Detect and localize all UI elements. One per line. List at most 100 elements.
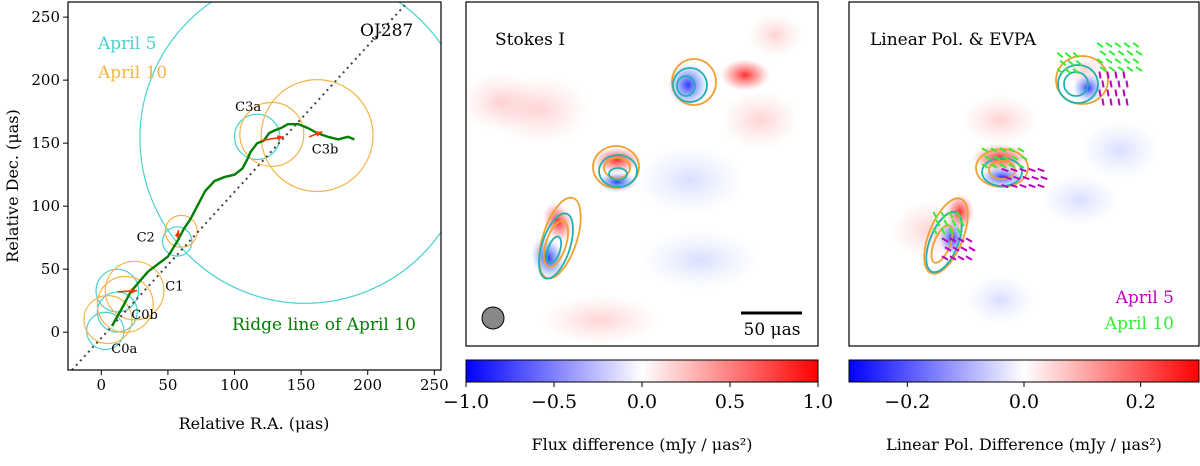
panel3-title: Linear Pol. & EVPA xyxy=(870,30,1037,50)
evpa-tick xyxy=(1099,66,1107,72)
colorbar-flux-ticks: −1.0 −0.5 0.0 0.5 1.0 xyxy=(443,382,833,413)
panel1-xlabel: Relative R.A. (μas) xyxy=(179,414,330,433)
evpa-tick xyxy=(1114,58,1122,64)
evpa-tick xyxy=(1028,167,1036,173)
panel-oj287-components: C0a C0b C1 C2 C3a C3b 0 50 100 150 200 250 0 50 100 15… xyxy=(3,1,449,433)
evpa-tick xyxy=(1105,58,1113,64)
evpa-tick xyxy=(1125,80,1129,88)
ridge-line xyxy=(110,122,355,327)
evpa-tick xyxy=(1135,50,1143,56)
panel2-image xyxy=(466,2,818,346)
legend-april10: April 10 xyxy=(97,63,167,83)
evpa-tick xyxy=(1096,42,1104,48)
evpa-tick xyxy=(1056,67,1064,75)
x-tick-label: 200 xyxy=(353,376,382,394)
component-label-c1: C1 xyxy=(165,280,183,295)
evpa-tick xyxy=(1004,175,1012,181)
evpa-tick xyxy=(1126,50,1134,56)
circle-april10 xyxy=(96,275,154,334)
component-label-c3b: C3b xyxy=(312,142,339,157)
stokes-contours xyxy=(538,58,717,280)
panel2-frame xyxy=(465,1,819,347)
evpa-tick xyxy=(1008,147,1016,153)
component-label-c2: C2 xyxy=(137,231,155,246)
evpa-tick xyxy=(1117,98,1121,106)
evpa-tick xyxy=(1108,66,1116,72)
evpa-tick xyxy=(1114,71,1118,79)
motion-arrow-head xyxy=(174,230,181,237)
evpa-tick xyxy=(1108,50,1116,56)
motion-arrow-head xyxy=(130,288,138,294)
motion-arrow-head xyxy=(276,135,284,141)
evpa-tick xyxy=(1132,42,1140,48)
evpa-tick xyxy=(999,147,1007,153)
evpa-tick xyxy=(1008,163,1016,169)
evpa-tick xyxy=(1098,71,1102,79)
circle-april5 xyxy=(161,226,193,257)
colorbar-linpol-ticks: −0.2 0.0 0.2 xyxy=(884,382,1156,413)
evpa-tick xyxy=(940,227,946,235)
ridge-line-label: Ridge line of April 10 xyxy=(232,315,416,335)
evpa-tick xyxy=(981,147,989,153)
circle-april5 xyxy=(96,291,138,333)
y-tick-label: 50 xyxy=(41,260,60,278)
evpa-tick xyxy=(932,227,938,235)
evpa-tick xyxy=(1001,183,1009,189)
evpa-tick xyxy=(1106,89,1110,97)
evpa-tick xyxy=(1019,183,1027,189)
x-tick-label: 0 xyxy=(97,376,107,394)
evpa-tick xyxy=(1022,175,1030,181)
evpa-tick xyxy=(1072,51,1080,59)
circle-april10 xyxy=(260,79,374,193)
evpa-tick xyxy=(1135,66,1143,72)
panel1-ylabel: Relative Dec. (μas) xyxy=(3,109,22,262)
evpa-tick xyxy=(948,211,954,219)
evpa-tick xyxy=(941,237,949,243)
evpa-tick xyxy=(952,246,960,252)
evpa-tick xyxy=(956,211,962,219)
evpa-tick xyxy=(1013,175,1021,181)
evpa-tick xyxy=(1001,167,1009,173)
component-label-c0b: C0b xyxy=(131,308,158,323)
evpa-tick xyxy=(1017,163,1025,169)
evpa-tick xyxy=(1064,67,1072,75)
y-tick-label: 100 xyxy=(31,197,60,215)
evpa-tick xyxy=(944,246,952,252)
evpa-tick xyxy=(1101,98,1105,106)
x-tick-label: 250 xyxy=(420,376,449,394)
evpa-tick xyxy=(999,163,1007,169)
evpa-tick xyxy=(943,219,949,227)
y-tick-label: 0 xyxy=(50,323,60,341)
evpa-tick xyxy=(1123,58,1131,64)
colorbar-tick-label: −0.2 xyxy=(884,391,930,413)
evpa-tick xyxy=(1037,183,1045,189)
colorbar-flux xyxy=(465,359,819,383)
colorbar-tick-label: 0.0 xyxy=(1009,391,1039,413)
evpa-tick xyxy=(948,227,954,235)
beam-marker xyxy=(481,306,505,330)
evpa-tick xyxy=(1067,59,1075,67)
evpa-tick xyxy=(1099,50,1107,56)
evpa-tick xyxy=(949,237,957,243)
motion-arrow-head xyxy=(315,131,323,137)
evpa-tick xyxy=(1122,89,1126,97)
colorbar-tick-label: 0.5 xyxy=(715,391,745,413)
evpa-tick xyxy=(1072,67,1080,75)
evpa-tick xyxy=(1125,98,1129,106)
circle-april10 xyxy=(104,260,165,321)
evpa-tick xyxy=(1126,66,1134,72)
evpa-tick xyxy=(1017,147,1025,153)
evpa-tick xyxy=(956,227,962,235)
evpa-tick xyxy=(957,237,965,243)
evpa-ticks xyxy=(932,42,1143,261)
evpa-tick xyxy=(1002,155,1010,161)
circle-april5 xyxy=(95,268,140,313)
evpa-tick xyxy=(1010,183,1018,189)
panel2-title: Stokes I xyxy=(495,30,565,50)
evpa-tick xyxy=(951,219,957,227)
evpa-tick xyxy=(1109,80,1113,88)
colorbar-linpol-label: Linear Pol. Difference (mJy / μas²) xyxy=(886,435,1162,454)
evpa-tick xyxy=(993,155,1001,161)
circle-april5 xyxy=(139,2,441,304)
colorbar-linpol xyxy=(848,359,1200,383)
